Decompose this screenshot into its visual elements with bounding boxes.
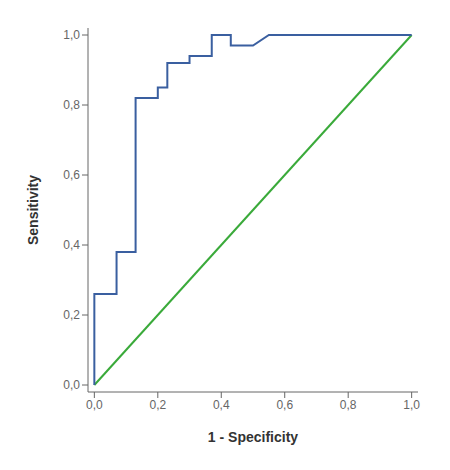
svg-text:0,8: 0,8	[63, 98, 80, 112]
svg-text:0,8: 0,8	[340, 398, 357, 412]
svg-text:0,0: 0,0	[63, 378, 80, 392]
svg-text:0,6: 0,6	[276, 398, 293, 412]
svg-text:1,0: 1,0	[403, 398, 420, 412]
svg-text:0,0: 0,0	[86, 398, 103, 412]
svg-text:0,6: 0,6	[63, 168, 80, 182]
svg-text:0,4: 0,4	[63, 238, 80, 252]
svg-text:0,2: 0,2	[63, 308, 80, 322]
svg-text:1,0: 1,0	[63, 28, 80, 42]
svg-text:0,4: 0,4	[213, 398, 230, 412]
svg-text:Sensitivity: Sensitivity	[25, 175, 41, 245]
svg-text:1 - Specificity: 1 - Specificity	[208, 429, 298, 445]
svg-text:0,2: 0,2	[149, 398, 166, 412]
